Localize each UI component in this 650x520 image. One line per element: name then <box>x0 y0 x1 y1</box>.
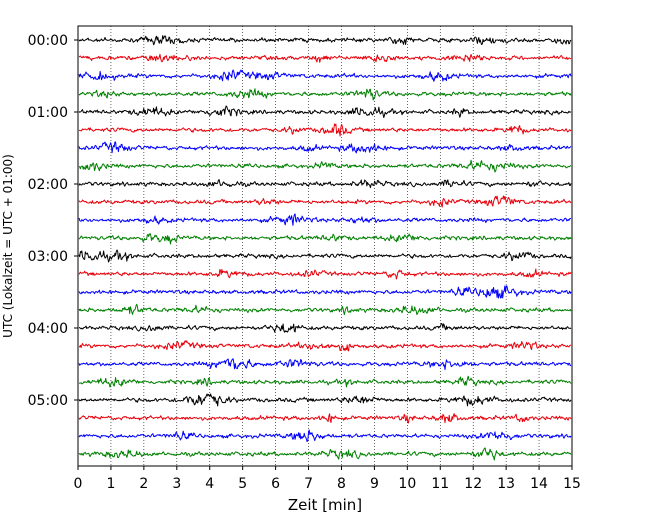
trace-0500 <box>78 393 572 407</box>
trace-0345 <box>78 303 572 316</box>
x-tick-label: 12 <box>464 476 482 492</box>
trace-0245 <box>78 233 572 245</box>
trace-0300 <box>78 249 572 263</box>
trace-0015 <box>78 53 572 63</box>
x-tick-label: 11 <box>431 476 449 492</box>
y-axis: 00:00 01:00 02:00 03:00 04:00 05:00 <box>28 33 78 409</box>
x-tick-label: 2 <box>139 476 148 492</box>
x-tick-label: 1 <box>106 476 115 492</box>
trace-0230 <box>78 213 572 226</box>
y-tick-label: 05:00 <box>28 393 68 409</box>
x-tick-label: 14 <box>530 476 548 492</box>
trace-0145 <box>78 159 572 173</box>
trace-0030 <box>78 69 572 82</box>
trace-0000 <box>78 35 572 46</box>
plot-frame <box>77 25 573 467</box>
y-tick-label: 00:00 <box>28 33 68 49</box>
trace-group <box>78 35 572 461</box>
y-tick-label: 03:00 <box>28 249 68 265</box>
x-tick-label: 6 <box>271 476 280 492</box>
x-tick-label: 8 <box>337 476 346 492</box>
trace-0045 <box>78 88 572 101</box>
x-tick-label: 7 <box>304 476 313 492</box>
x-tick-label: 4 <box>205 476 214 492</box>
x-tick-label: 15 <box>563 476 581 492</box>
x-tick-label: 0 <box>74 476 83 492</box>
trace-0400 <box>78 322 572 333</box>
trace-0330 <box>78 285 572 299</box>
trace-0100 <box>78 105 572 119</box>
x-tick-label: 5 <box>238 476 247 492</box>
trace-0200 <box>78 179 572 189</box>
y-axis-label: UTC (Lokalzeit = UTC + 01:00) <box>1 154 15 338</box>
trace-0530 <box>78 429 572 442</box>
y-tick-label: 04:00 <box>28 321 68 337</box>
trace-0215 <box>78 195 572 208</box>
trace-0445 <box>78 375 572 388</box>
x-tick-label: 10 <box>398 476 416 492</box>
trace-0130 <box>78 141 572 154</box>
trace-0545 <box>78 447 572 461</box>
trace-0315 <box>78 268 572 280</box>
x-tick-label: 9 <box>370 476 379 492</box>
x-axis-label: Zeit [min] <box>288 496 362 514</box>
trace-0515 <box>78 413 572 424</box>
y-tick-label: 02:00 <box>28 177 68 193</box>
grid-lines <box>110 26 540 466</box>
trace-0115 <box>78 123 572 137</box>
x-tick-label: 13 <box>497 476 515 492</box>
trace-0430 <box>78 358 572 371</box>
x-tick-label: 3 <box>172 476 181 492</box>
trace-0415 <box>78 340 572 352</box>
y-tick-label: 01:00 <box>28 105 68 121</box>
x-axis: 0 1 2 3 4 5 6 7 8 9 10 11 12 13 14 15 <box>74 466 581 492</box>
